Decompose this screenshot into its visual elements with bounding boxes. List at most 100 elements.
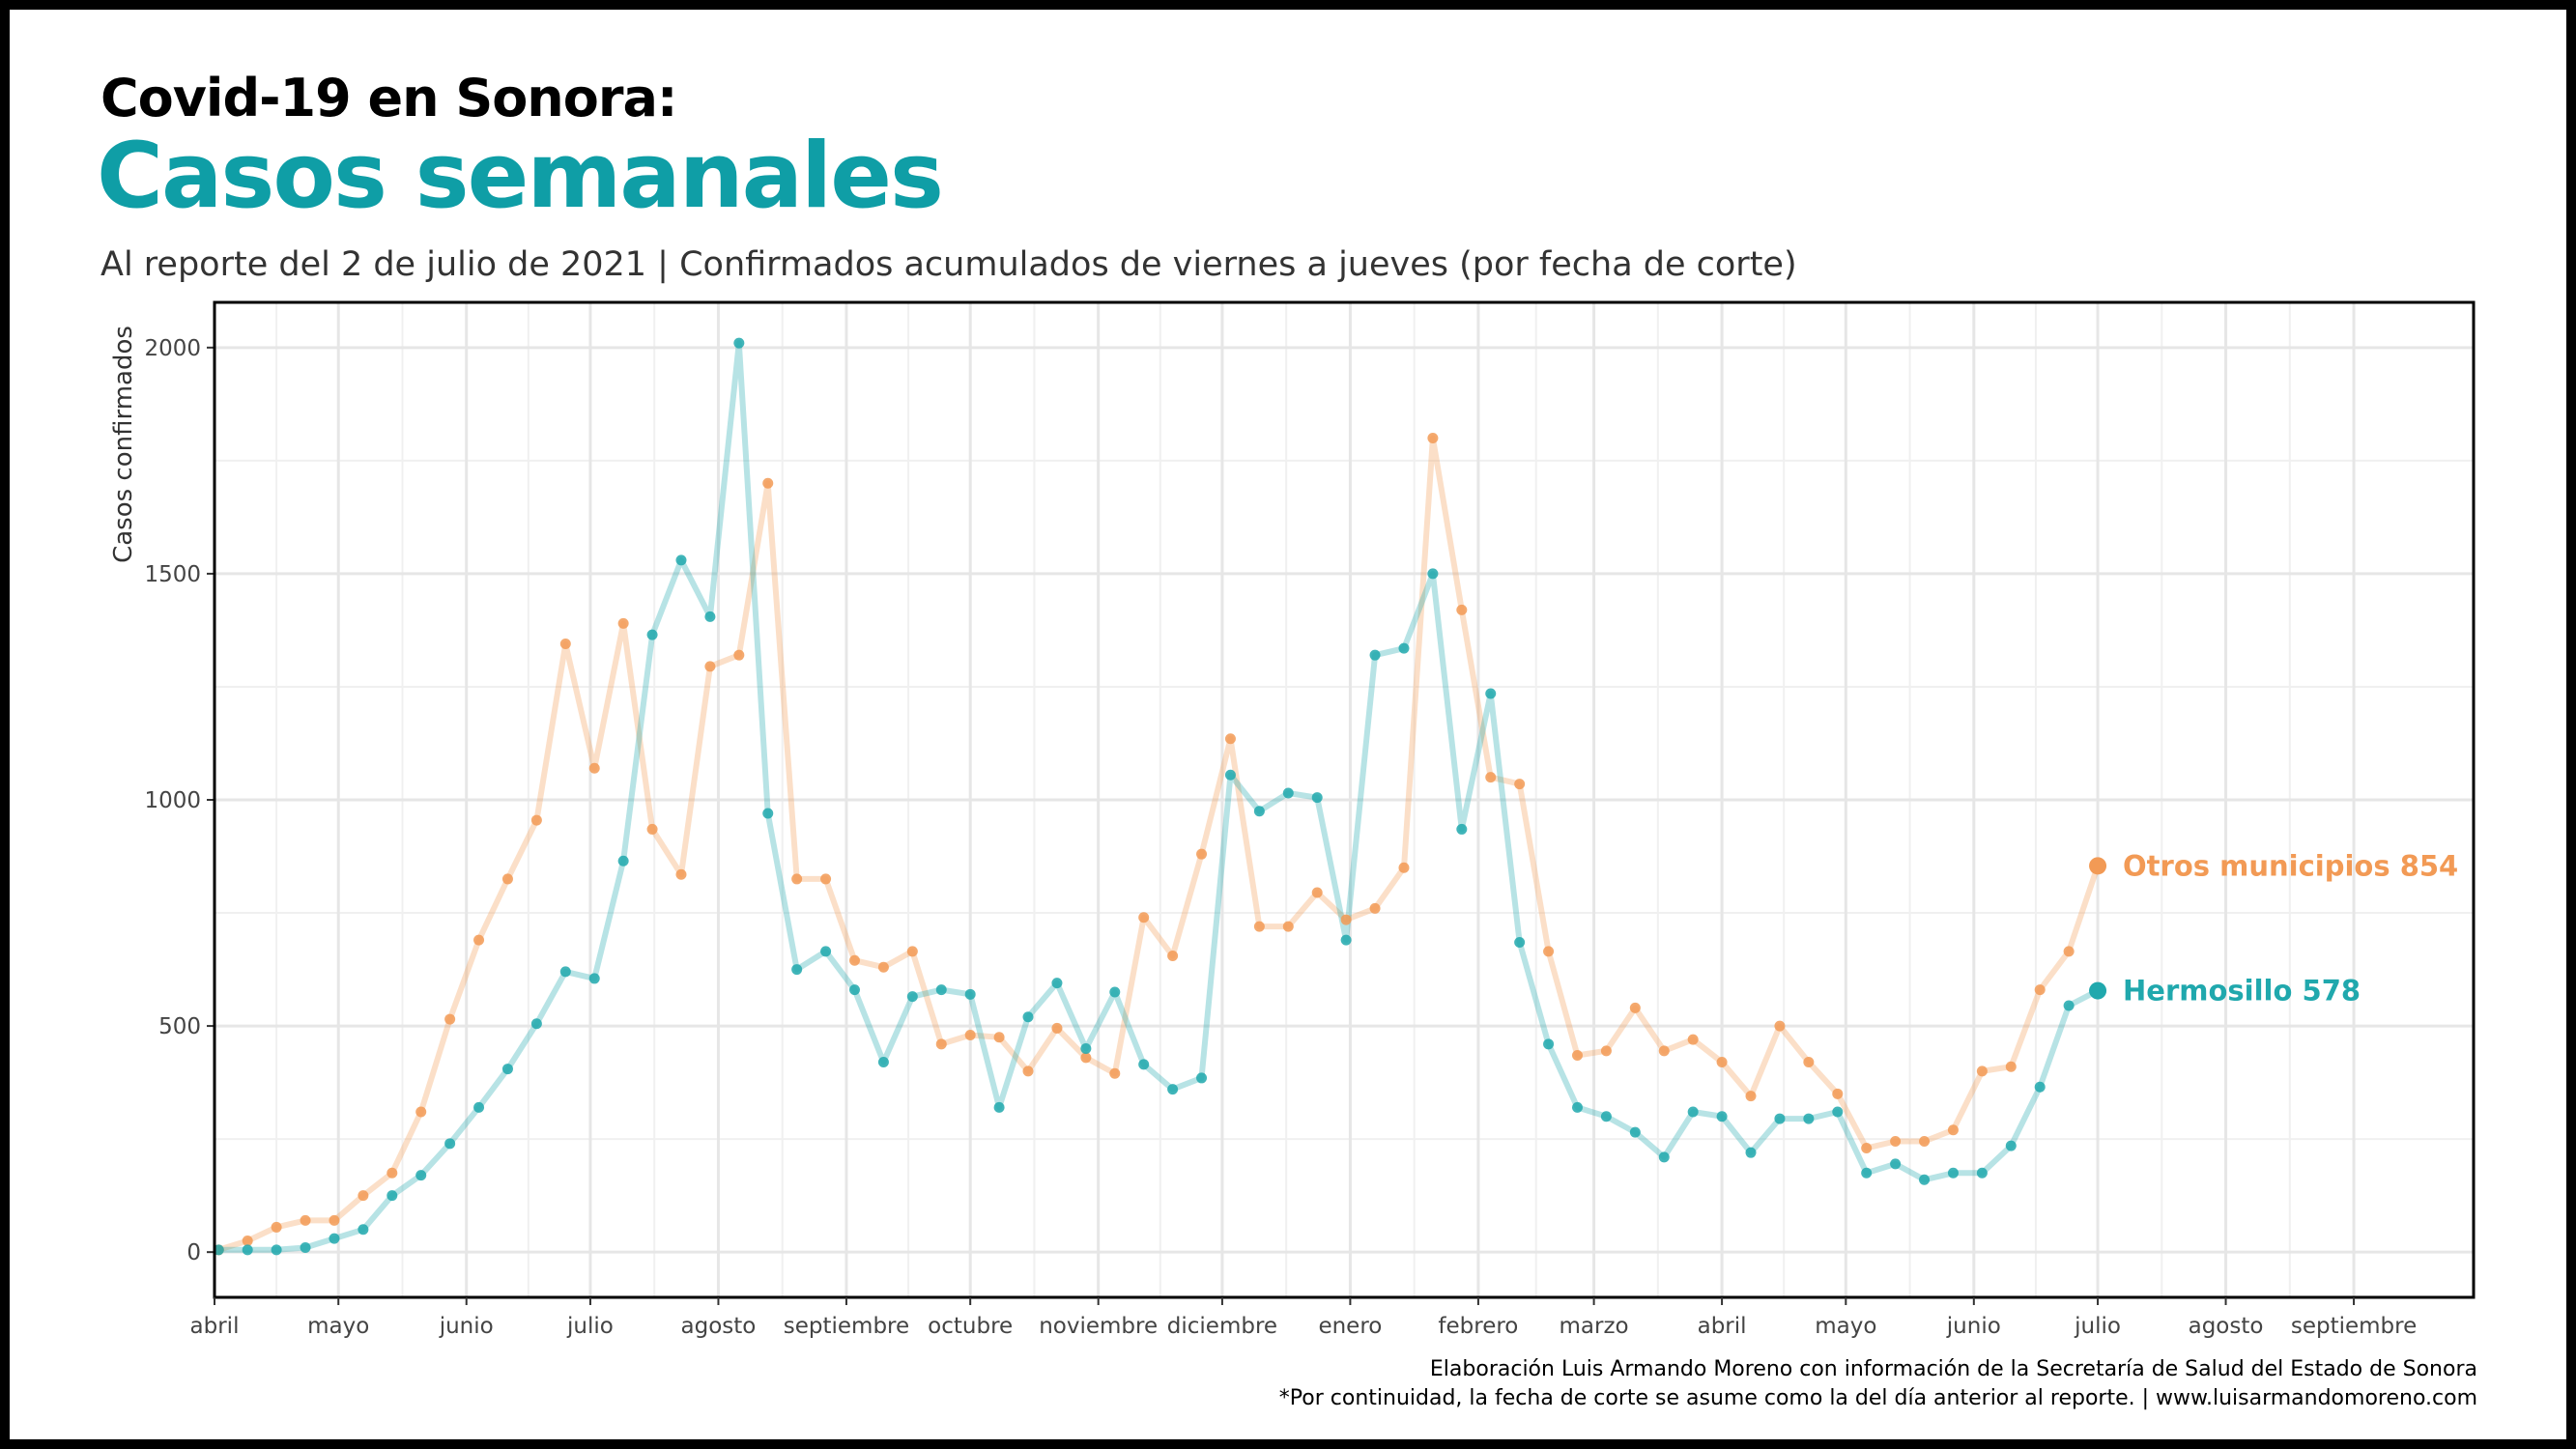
data-point	[242, 1244, 253, 1256]
series-line	[217, 435, 2101, 1253]
data-point	[1803, 1057, 1815, 1068]
data-point	[1109, 1067, 1121, 1079]
data-point	[1398, 862, 1410, 873]
chart-title: Covid-19 en Sonora:	[100, 68, 678, 128]
data-point	[530, 1018, 542, 1030]
data-point	[993, 1101, 1005, 1113]
data-point	[530, 814, 542, 826]
x-tick-label: agosto	[681, 1314, 757, 1339]
data-point	[1224, 733, 1236, 745]
data-point	[1253, 806, 1265, 817]
data-point	[1022, 1065, 1034, 1077]
data-point	[1398, 642, 1410, 654]
data-point	[935, 984, 947, 996]
data-point	[2034, 1081, 2046, 1093]
data-point	[329, 1233, 340, 1244]
data-point	[271, 1244, 282, 1256]
data-point	[415, 1106, 427, 1118]
data-point	[2063, 946, 2075, 957]
data-point	[1051, 1022, 1063, 1034]
data-point	[617, 855, 629, 867]
chart-headline: Casos semanales	[97, 124, 944, 229]
x-tick-label: julio	[2074, 1314, 2121, 1339]
data-point	[1687, 1106, 1699, 1118]
data-point	[1253, 921, 1265, 932]
data-point	[1369, 649, 1381, 661]
series-end-label: Hermosillo 578	[2123, 975, 2361, 1008]
data-point	[1658, 1151, 1670, 1163]
data-point	[733, 337, 745, 349]
x-tick-label: junio	[439, 1314, 494, 1339]
x-tick-label: junio	[1946, 1314, 2001, 1339]
data-point	[1716, 1057, 1728, 1068]
x-tick-label: mayo	[307, 1314, 369, 1339]
x-tick-label: septiembre	[2291, 1314, 2417, 1339]
data-point	[1485, 772, 1497, 783]
data-point	[329, 1214, 340, 1226]
data-point	[675, 554, 687, 566]
data-point	[704, 611, 716, 622]
data-point	[2034, 984, 2046, 996]
data-point	[1890, 1158, 1902, 1170]
x-tick-label: diciembre	[1167, 1314, 1277, 1339]
data-point	[1600, 1111, 1612, 1122]
data-point	[1514, 779, 1526, 790]
data-point	[559, 966, 571, 978]
data-point	[1311, 887, 1323, 898]
data-point	[1947, 1167, 1959, 1179]
data-point	[1600, 1045, 1612, 1057]
data-point	[444, 1138, 456, 1150]
x-tick-label: enero	[1318, 1314, 1382, 1339]
data-point	[2005, 1061, 2017, 1072]
chart-card: Covid-19 en Sonora: Casos semanales Al r…	[10, 10, 2566, 1439]
data-point	[1745, 1147, 1757, 1158]
data-point	[386, 1167, 398, 1179]
data-point	[820, 873, 832, 885]
data-point	[2063, 1000, 2075, 1011]
x-tick-label: julio	[566, 1314, 614, 1339]
data-point	[1282, 921, 1294, 932]
data-point	[588, 762, 600, 774]
data-point	[1774, 1113, 1786, 1124]
data-point	[415, 1170, 427, 1181]
data-point	[473, 1101, 485, 1113]
data-point	[271, 1221, 282, 1233]
data-point	[1167, 1084, 1179, 1095]
caption-line-2: *Por continuidad, la fecha de corte se a…	[1278, 1386, 2477, 1410]
data-point	[877, 1057, 889, 1068]
data-point	[877, 961, 889, 973]
y-tick-label: 1500	[144, 562, 201, 587]
data-point	[1485, 688, 1497, 699]
data-point	[473, 934, 485, 946]
data-point	[1109, 986, 1121, 998]
data-point	[1196, 848, 1208, 860]
data-point	[1571, 1050, 1583, 1062]
data-point	[588, 973, 600, 984]
data-point	[762, 477, 774, 489]
data-point	[1919, 1174, 1931, 1185]
data-point	[1456, 604, 1468, 615]
data-point	[906, 991, 918, 1003]
x-tick-label: abril	[190, 1314, 240, 1339]
caption-line-1: Elaboración Luis Armando Moreno con info…	[1429, 1357, 2477, 1381]
data-point	[849, 954, 861, 966]
data-point	[993, 1032, 1005, 1043]
data-point	[1832, 1106, 1844, 1118]
data-point	[300, 1214, 311, 1226]
data-point	[213, 1244, 224, 1256]
line-chart: 0 500 1000 1500 2000 Otros municipios 854 Herm…	[144, 300, 2476, 1339]
data-point	[1832, 1088, 1844, 1099]
data-point	[791, 873, 803, 885]
x-tick-label: marzo	[1560, 1314, 1629, 1339]
data-point	[444, 1013, 456, 1025]
data-point	[617, 617, 629, 629]
data-point	[358, 1224, 369, 1236]
data-point	[704, 661, 716, 672]
data-point	[386, 1190, 398, 1202]
data-point	[1282, 787, 1294, 799]
y-tick-label: 500	[158, 1014, 201, 1039]
data-point	[791, 964, 803, 976]
y-tick-label: 0	[186, 1240, 201, 1265]
data-point	[646, 823, 658, 835]
x-tick-label: febrero	[1438, 1314, 1518, 1339]
